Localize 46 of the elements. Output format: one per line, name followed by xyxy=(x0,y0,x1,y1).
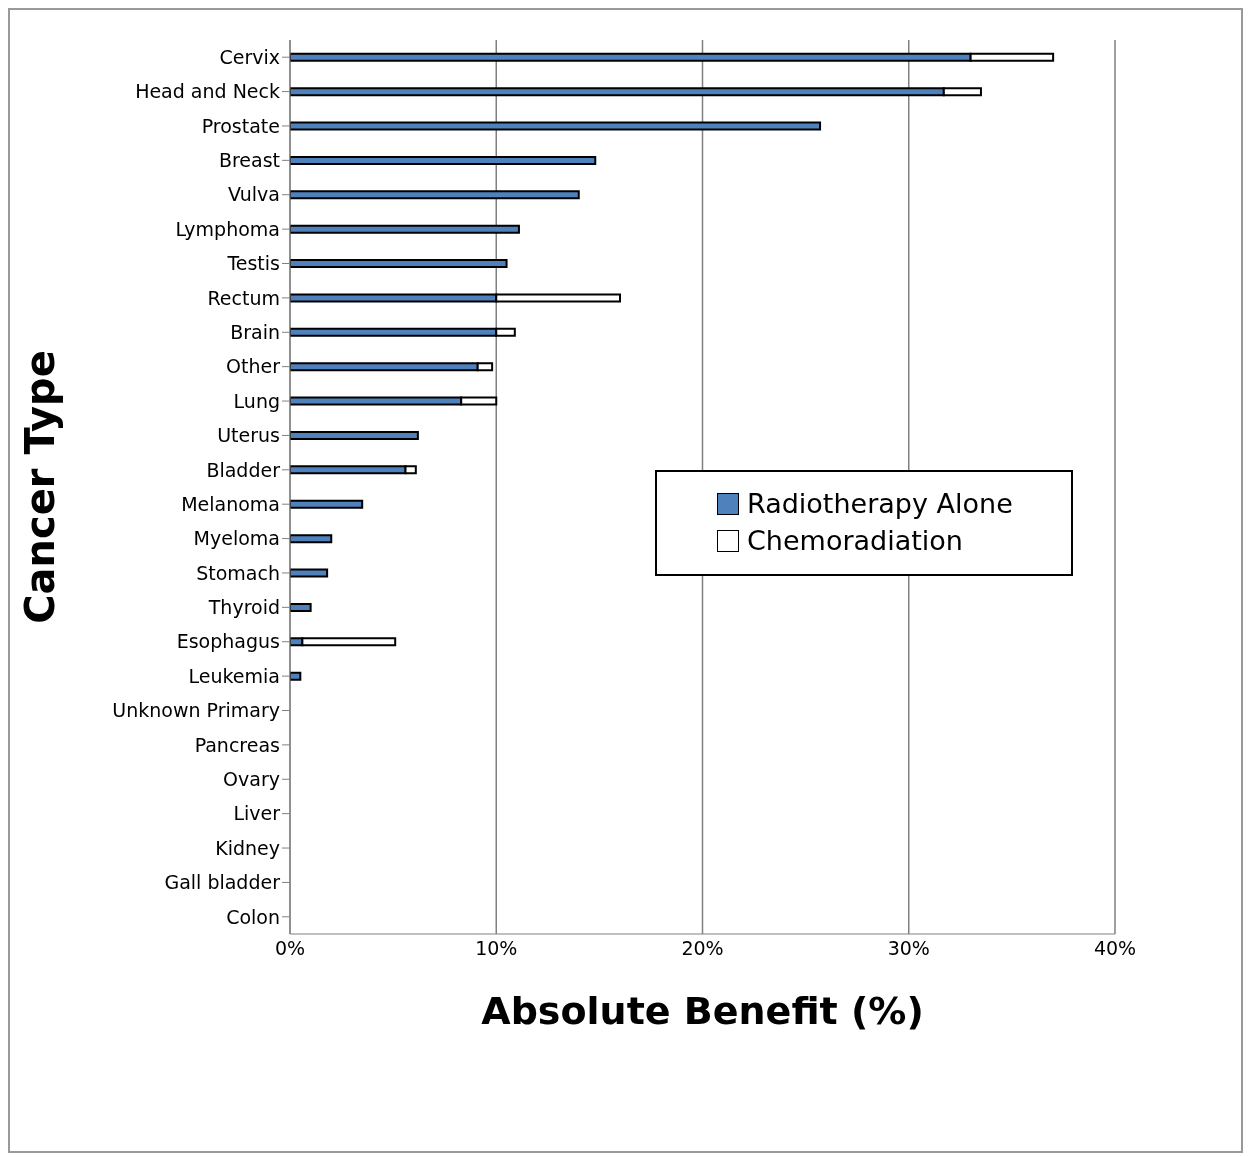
x-axis-title: Absolute Benefit (%) xyxy=(481,989,924,1033)
y-tick-label: Breast xyxy=(218,149,280,172)
y-tick-label: Vulva xyxy=(228,183,280,206)
y-tick-label: Kidney xyxy=(215,836,280,859)
y-tick-label: Other xyxy=(226,355,281,378)
legend-label: Radiotherapy Alone xyxy=(747,488,1013,519)
y-tick-label: Ovary xyxy=(223,768,280,791)
y-tick-label: Melanoma xyxy=(181,492,280,515)
y-tick-label: Bladder xyxy=(206,458,281,481)
y-tick-label: Lymphoma xyxy=(175,217,280,240)
y-tick-label: Uterus xyxy=(217,424,280,447)
y-tick-label: Head and Neck xyxy=(135,80,280,103)
y-tick-label: Unknown Primary xyxy=(112,699,280,722)
y-tick-label: Rectum xyxy=(207,286,280,309)
y-axis-title: Cancer Type xyxy=(17,350,64,624)
bar xyxy=(290,602,312,612)
y-tick-label: Brain xyxy=(230,321,280,344)
x-tick-label: 10% xyxy=(475,937,518,960)
bar xyxy=(290,121,822,131)
bar xyxy=(290,534,333,544)
bar xyxy=(290,671,302,681)
bar xyxy=(290,190,580,200)
bar xyxy=(290,259,508,269)
bar xyxy=(290,499,364,509)
y-tick-label: Thyroid xyxy=(207,596,280,619)
y-tick-label: Stomach xyxy=(196,561,280,584)
bar xyxy=(290,155,597,165)
bar xyxy=(290,224,520,234)
x-tick-label: 30% xyxy=(887,937,930,960)
x-tick-label: 40% xyxy=(1093,937,1137,960)
y-tick-label: Gall bladder xyxy=(164,871,281,894)
y-tick-label: Myeloma xyxy=(193,527,280,550)
y-tick-label: Liver xyxy=(233,802,281,825)
y-tick-label: Leukemia xyxy=(188,664,280,687)
x-tick-label: 20% xyxy=(681,937,724,960)
bar xyxy=(290,568,329,578)
y-tick-label: Pancreas xyxy=(194,733,280,756)
y-tick-label: Colon xyxy=(226,905,280,928)
y-tick-label: Testis xyxy=(226,252,280,275)
legend-label: Chemoradiation xyxy=(747,525,963,556)
y-tick-label: Prostate xyxy=(201,114,280,137)
bar xyxy=(290,430,419,440)
y-tick-label: Cervix xyxy=(219,45,280,68)
y-tick-label: Lung xyxy=(233,389,280,412)
x-tick-label: 0% xyxy=(274,937,306,960)
y-tick-label: Esophagus xyxy=(176,630,280,653)
